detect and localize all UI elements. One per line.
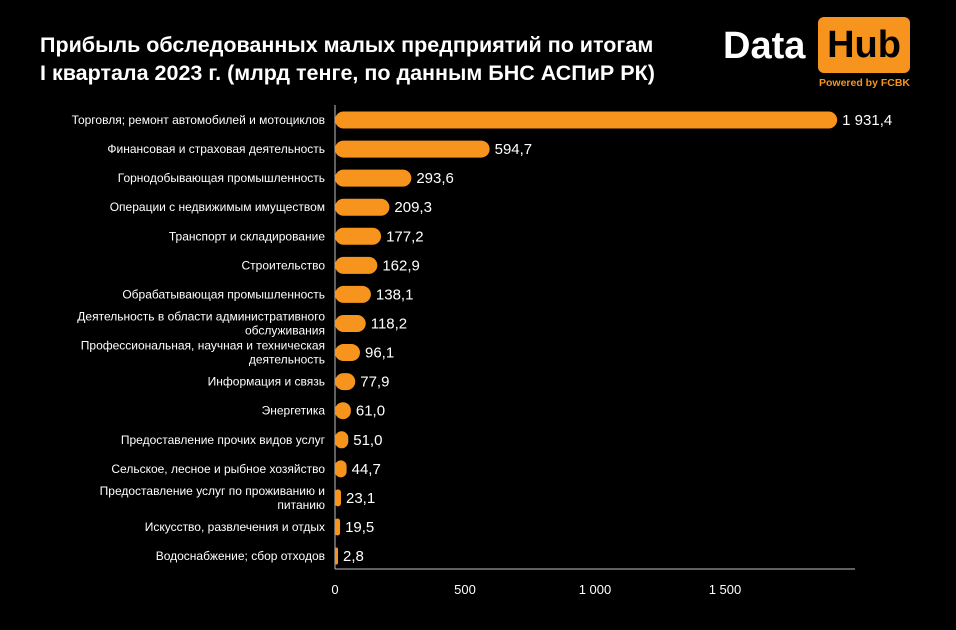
datahub-logo: Data Hub Powered by FCBK xyxy=(721,17,921,93)
category-label: питанию xyxy=(277,498,325,512)
category-label: Энергетика xyxy=(262,404,326,418)
bar xyxy=(335,373,356,391)
chart-title-line-2: I квартала 2023 г. (млрд тенге, по данны… xyxy=(40,61,655,85)
category-label: Обрабатывающая промышленность xyxy=(122,287,325,301)
bar xyxy=(335,285,371,303)
logo-tagline: Powered by FCBK xyxy=(818,77,910,89)
category-label: Горнодобывающая промышленность xyxy=(118,171,325,185)
category-label: деятельность xyxy=(249,353,325,367)
bar xyxy=(335,256,378,274)
data-label: 177,2 xyxy=(386,228,424,245)
data-label: 1 931,4 xyxy=(842,112,892,129)
data-label: 77,9 xyxy=(360,374,389,391)
x-tick-label: 1 000 xyxy=(579,582,612,597)
bar xyxy=(335,344,360,362)
chart-title: Прибыль обследованных малых предприятий … xyxy=(40,31,730,87)
data-label: 19,5 xyxy=(345,519,374,536)
bar xyxy=(335,111,838,129)
logo-word-hub: Hub xyxy=(818,17,910,73)
category-label: Сельское, лесное и рыбное хозяйство xyxy=(111,462,325,476)
chart-title-line-1: Прибыль обследованных малых предприятий … xyxy=(40,33,654,57)
category-label: Деятельность в области административного xyxy=(77,309,325,323)
category-label: Торговля; ремонт автомобилей и мотоцикло… xyxy=(72,113,325,127)
category-label: Профессиональная, научная и техническая xyxy=(81,339,325,353)
data-label: 51,0 xyxy=(353,432,382,449)
category-label: Искусство, развлечения и отдых xyxy=(145,520,325,534)
data-label: 23,1 xyxy=(346,490,375,507)
bar xyxy=(335,169,412,187)
bar xyxy=(335,460,347,478)
category-label: Финансовая и страховая деятельность xyxy=(107,142,325,156)
data-label: 209,3 xyxy=(394,199,432,216)
bar xyxy=(335,314,366,332)
category-label: обслуживания xyxy=(245,323,325,337)
bar xyxy=(335,198,390,216)
category-label: Операции с недвижимым имуществом xyxy=(110,200,325,214)
data-label: 96,1 xyxy=(365,345,394,362)
data-label: 293,6 xyxy=(416,170,454,187)
data-label: 162,9 xyxy=(382,257,420,274)
bar xyxy=(335,402,351,420)
category-label: Предоставление прочих видов услуг xyxy=(121,433,326,447)
logo-word-data: Data xyxy=(723,25,806,67)
data-label: 44,7 xyxy=(352,461,381,478)
x-tick-label: 0 xyxy=(331,582,338,597)
data-label: 138,1 xyxy=(376,286,414,303)
category-label: Предоставление услуг по проживанию и xyxy=(100,484,325,498)
category-label: Информация и связь xyxy=(208,375,325,389)
bar xyxy=(335,227,382,245)
category-label: Транспорт и складирование xyxy=(169,229,325,243)
bar xyxy=(335,140,490,158)
data-label: 118,2 xyxy=(371,315,407,332)
category-label: Водоснабжение; сбор отходов xyxy=(156,549,325,563)
bar xyxy=(335,489,342,507)
x-tick-label: 500 xyxy=(454,582,476,597)
bar xyxy=(335,431,349,449)
x-tick-label: 1 500 xyxy=(709,582,742,597)
data-label: 61,0 xyxy=(356,403,385,420)
data-label: 594,7 xyxy=(495,141,533,158)
data-label: 2,8 xyxy=(343,548,364,565)
category-label: Строительство xyxy=(241,258,325,272)
bar xyxy=(335,518,341,536)
bar xyxy=(335,547,338,565)
